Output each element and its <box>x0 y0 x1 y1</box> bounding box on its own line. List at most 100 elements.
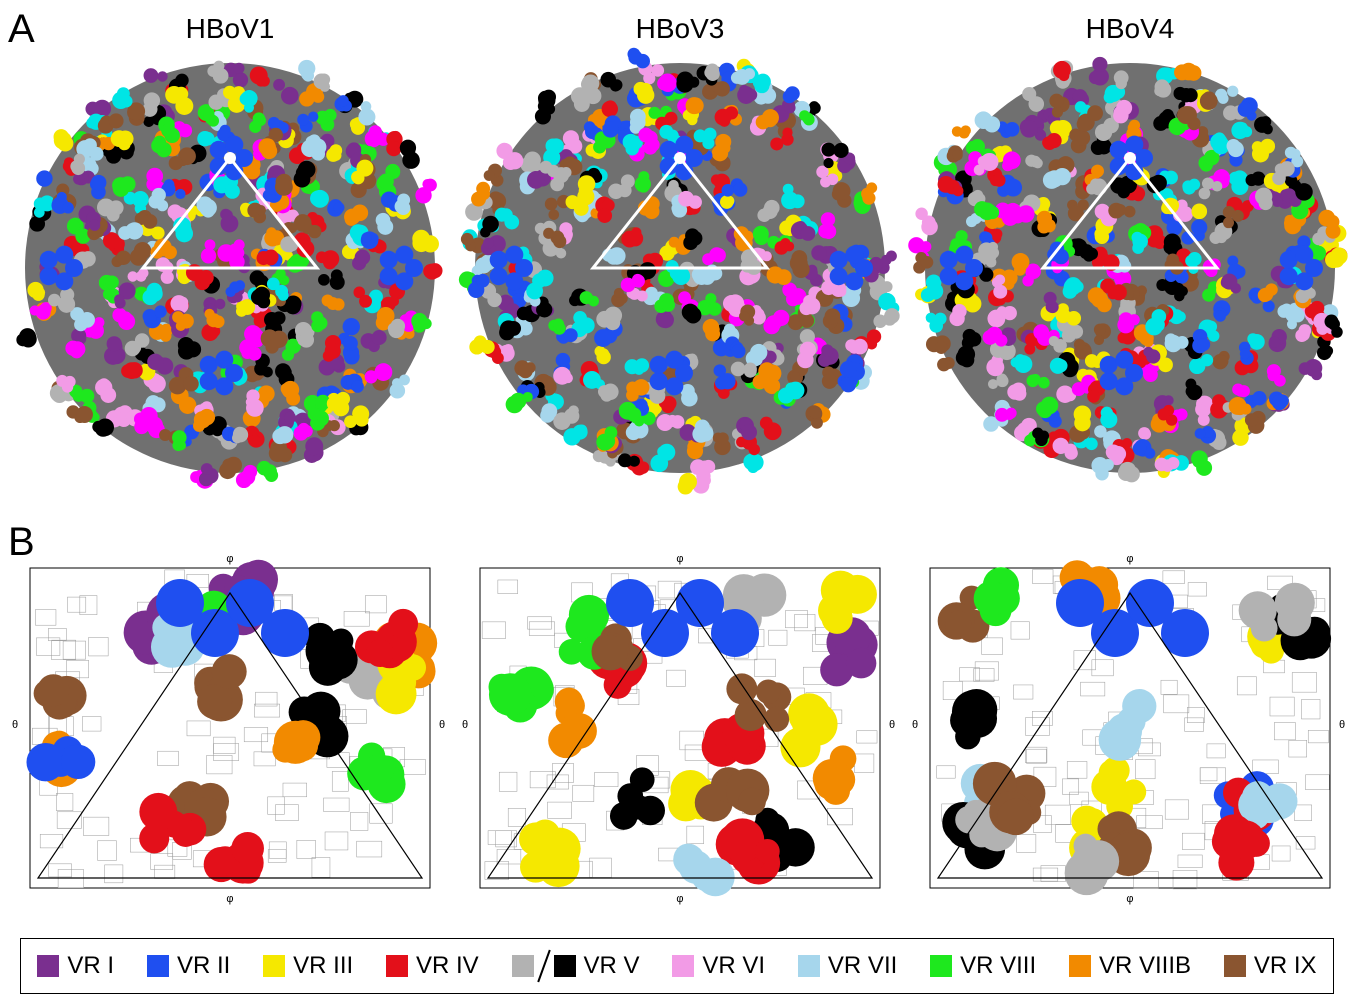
vr-region <box>1091 609 1139 657</box>
surface-loop <box>120 311 132 323</box>
surface-loop <box>211 315 225 329</box>
surface-loop <box>617 453 632 468</box>
surface-loop <box>502 154 519 170</box>
surface-loop <box>1052 437 1069 454</box>
surface-loop <box>342 335 358 351</box>
residue-cell <box>572 784 595 802</box>
surface-loop <box>785 86 800 101</box>
residue-cell <box>1294 804 1312 821</box>
surface-loop <box>1222 217 1235 229</box>
surface-loop <box>736 436 747 448</box>
surface-loop <box>713 364 727 377</box>
surface-loop <box>960 125 971 136</box>
surface-loop <box>1211 435 1227 451</box>
surface-loop <box>29 215 46 232</box>
surface-loop <box>1194 428 1206 439</box>
fivefold-loop <box>39 267 58 286</box>
asymmetric-unit <box>36 591 424 879</box>
residue-cell <box>507 808 526 827</box>
residue-cell <box>213 736 236 754</box>
surface-loop <box>1229 153 1243 167</box>
surface-loop <box>671 202 688 218</box>
surface-loop <box>1118 259 1132 273</box>
surface-loop <box>1274 163 1287 175</box>
residue-cell <box>267 796 285 815</box>
surface-loop <box>232 72 249 88</box>
surface-loop <box>949 310 965 327</box>
fivefold-loop <box>665 350 684 369</box>
surface-loop <box>1197 338 1211 351</box>
surface-loop <box>1228 397 1247 415</box>
surface-loop <box>378 173 394 189</box>
surface-loop <box>761 109 779 127</box>
surface-loop <box>995 334 1008 347</box>
residue-cell <box>1269 696 1295 717</box>
vr-region <box>690 858 724 892</box>
residue-cell <box>794 614 816 632</box>
residue-cell <box>1062 778 1079 795</box>
surface-loop <box>833 142 849 159</box>
surface-loop <box>96 198 115 217</box>
surface-loop <box>390 318 406 334</box>
surface-loop <box>1304 303 1320 319</box>
residue-cell <box>547 801 572 819</box>
surface-loop <box>1107 288 1119 300</box>
surface-loop <box>1009 207 1026 224</box>
residue-cell <box>97 840 117 861</box>
residue-cell <box>495 830 517 848</box>
surface-loop <box>789 371 801 382</box>
surface-loop <box>555 248 567 259</box>
surface-loop <box>601 100 618 118</box>
surface-loop <box>386 141 402 157</box>
fivefold-loop <box>659 157 678 176</box>
surface-loop <box>784 102 796 114</box>
fivefold-loop <box>1295 272 1314 291</box>
surface-loop <box>761 251 772 262</box>
surface-loop <box>978 202 996 221</box>
residue-cell <box>48 863 72 878</box>
surface-loop <box>1189 357 1206 375</box>
surface-loop <box>76 140 95 158</box>
surface-loop <box>1004 122 1020 137</box>
vr-region <box>388 608 419 639</box>
surface-loop <box>920 288 935 303</box>
surface-loop <box>297 334 310 347</box>
surface-loop <box>544 197 558 211</box>
figure: A HBoV1 HBoV3 HBoV4 B θ θ φ φ θ θ φ φ θ θ φ φ <box>8 7 1348 905</box>
surface-loop <box>1298 362 1312 375</box>
surface-loop <box>352 405 370 423</box>
surface-loop <box>787 314 804 331</box>
fivefold-loop <box>199 372 218 391</box>
surface-loop <box>76 406 93 423</box>
surface-loop <box>816 165 829 179</box>
surface-loop <box>1087 105 1104 122</box>
surface-loop <box>1123 205 1136 218</box>
surface-loop <box>1024 434 1037 447</box>
surface-loop <box>1132 441 1147 456</box>
vr-region <box>139 823 170 854</box>
vr-region <box>1056 579 1104 627</box>
surface-loop <box>1271 394 1288 411</box>
surface-loop <box>593 140 607 154</box>
surface-loop <box>1214 310 1226 322</box>
surface-loop <box>1072 89 1088 104</box>
vr-region <box>635 795 666 826</box>
vr-region <box>593 635 628 670</box>
surface-loop <box>610 79 623 91</box>
surface-loop <box>1043 291 1057 305</box>
residue-cell <box>827 808 853 826</box>
residue-cell <box>528 621 555 636</box>
vr-region <box>955 688 998 731</box>
surface-loop <box>285 338 301 354</box>
residue-cell <box>498 771 518 792</box>
surface-loop <box>157 71 168 82</box>
surface-loop <box>255 205 266 216</box>
surface-loop <box>987 379 999 390</box>
surface-loop <box>1232 383 1245 396</box>
surface-loop <box>135 270 147 282</box>
surface-loop <box>1138 427 1151 440</box>
surface-loop <box>866 338 878 350</box>
surface-loop <box>1254 116 1271 133</box>
residue-cell <box>1025 717 1050 736</box>
surface-loop <box>152 135 167 149</box>
